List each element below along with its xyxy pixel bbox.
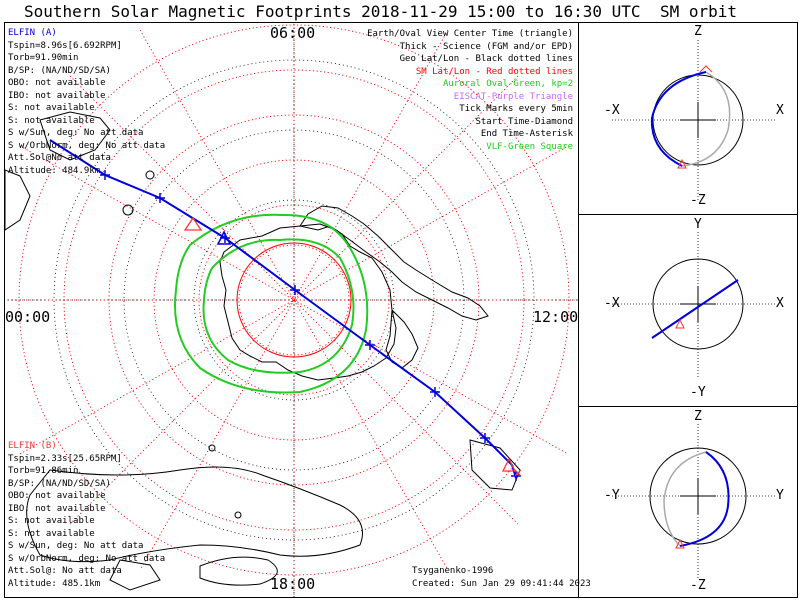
legend-item-tick-marks: Tick Marks every 5min (459, 104, 573, 114)
elfin-b-line: Att.Sol@: No att data (8, 566, 122, 576)
elfin-a-line: S w/Sun, deg: No att data (8, 128, 144, 138)
elfin-b-name: ELFIN (B) (8, 441, 57, 451)
elfin-a-info: ELFIN (A) Tspin=8.96s[6.692RPM] Torb=91.… (8, 27, 165, 177)
elfin-b-line: Torb=91.86min (8, 466, 79, 476)
elfin-a-line: Att.Sol@No att data (8, 153, 111, 163)
elfin-a-line: S: not available (8, 115, 95, 126)
elfin-b-line: Tspin=2.33s[25.65RPM] (8, 453, 122, 464)
legend-item-vlf: VLF-Green Square (486, 141, 573, 152)
elfin-b-line: S w/OrbNorm, deg: No att data (8, 553, 166, 564)
xz-left-label: -X (604, 103, 620, 118)
elfin-a-line: S: not available (8, 103, 95, 113)
xy-left-label: -X (604, 296, 620, 311)
elfin-b-line: B/SP: (NA/ND/SD/SA) (8, 478, 111, 489)
hour-label-left: 00:00 (5, 308, 51, 326)
legend-item-eiscat: EISCAT-Purple Triangle (453, 91, 573, 102)
yz-right-label: Y (776, 488, 784, 503)
elfin-b-info: ELFIN (B) Tspin=2.33s[25.65RPM] Torb=91.… (8, 440, 165, 590)
yz-bottom-label: -Z (690, 578, 706, 593)
yz-top-label: Z (694, 409, 702, 424)
sm-orbit-title: SM orbit (660, 2, 738, 21)
created-timestamp: Created: Sun Jan 29 09:41:44 2023 (412, 578, 591, 589)
xz-right-label: X (776, 103, 784, 118)
elfin-a-name: ELFIN (A) (8, 28, 57, 38)
sm-panel-yz (578, 406, 798, 598)
sm-pole-circle (236, 242, 352, 358)
elfin-a-line: Tspin=8.96s[6.692RPM] (8, 40, 122, 51)
elfin-a-line: OBO: not available (8, 78, 106, 88)
elfin-a-line: Altitude: 484.9km (8, 165, 101, 176)
elfin-a-track (49, 139, 522, 481)
sm-orbit-xy (612, 232, 776, 378)
main-title: Southern Solar Magnetic Footprints 2018-… (24, 2, 641, 21)
elfin-a-line: IBO: not available (8, 90, 106, 101)
coastlines (5, 111, 521, 591)
auroral-oval (174, 213, 369, 394)
elfin-a-line: Torb=91.90min (8, 53, 79, 63)
elfin-b-line: OBO: not available (8, 491, 106, 501)
model-credit: Tsyganenko-1996 (412, 566, 494, 576)
elfin-b-line: S w/Sun, deg: No att data (8, 541, 144, 551)
legend-item-view-center: Earth/Oval View Center Time (triangle) (367, 29, 573, 39)
xz-bottom-label: -Z (690, 193, 706, 208)
legend-item-start-time: Start Time-Diamond (475, 116, 573, 127)
legend-item-sm-grid: SM Lat/Lon - Red dotted lines (415, 66, 573, 77)
sm-orbit-xz (612, 40, 776, 200)
sm-orbit-yz (612, 424, 776, 578)
xy-bottom-label: -Y (690, 385, 706, 400)
sm-grid (5, 23, 578, 597)
legend-item-science: Thick - Science (FGM and/or EPD) (399, 41, 573, 52)
elfin-b-line: IBO: not available (8, 503, 106, 514)
yz-left-label: -Y (604, 488, 620, 503)
elfin-b-line: Altitude: 485.1km (8, 578, 101, 589)
legend-item-geo-grid: Geo Lat/Lon - Black dotted lines (399, 54, 573, 64)
credits: Tsyganenko-1996 Created: Sun Jan 29 09:4… (412, 565, 591, 590)
xz-top-label: Z (694, 24, 702, 39)
elfin-b-line: S: not available (8, 516, 95, 526)
xy-right-label: X (776, 296, 784, 311)
legend-item-auroral-oval: Auroral Oval-Green, kp=2 (442, 79, 573, 89)
elfin-a-line: S w/OrbNorm, deg: No att data (8, 140, 166, 151)
hour-label-top: 06:00 (270, 24, 316, 42)
xy-top-label: Y (694, 217, 702, 232)
elfin-a-line: B/SP: (NA/ND/SD/SA) (8, 65, 111, 76)
legend-item-end-time: End Time-Asterisk (480, 129, 573, 139)
elfin-b-line: S: not available (8, 528, 95, 539)
hour-label-bottom: 18:00 (270, 575, 316, 593)
hour-label-right: 12:00 (533, 308, 579, 326)
legend: Earth/Oval View Center Time (triangle) T… (367, 28, 573, 153)
